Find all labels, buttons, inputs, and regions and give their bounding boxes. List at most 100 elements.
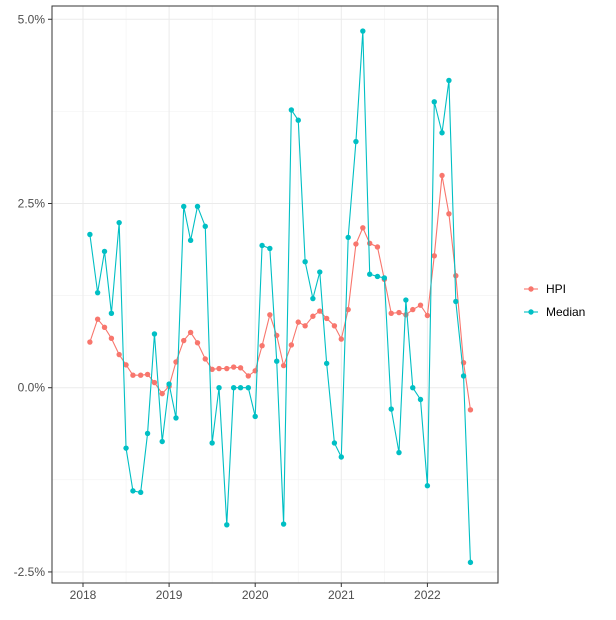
data-point-median xyxy=(151,331,158,337)
data-point-median xyxy=(252,413,258,420)
data-point-median xyxy=(460,373,467,379)
data-point-median xyxy=(181,203,187,210)
data-point-median xyxy=(446,77,452,84)
legend-item-median: Median xyxy=(524,305,585,319)
y-tick-label: 0.0% xyxy=(18,381,46,395)
panel-border xyxy=(51,5,499,584)
data-point-median xyxy=(116,219,122,226)
x-tick-label: 2018 xyxy=(70,588,97,602)
data-point-hpi xyxy=(137,372,144,378)
data-point-hpi xyxy=(403,312,409,318)
data-point-median xyxy=(237,385,244,391)
data-point-hpi xyxy=(410,306,416,313)
data-point-median xyxy=(137,489,144,496)
series-median xyxy=(87,28,474,566)
data-point-hpi xyxy=(87,339,93,345)
data-point-hpi xyxy=(310,313,316,319)
data-point-median xyxy=(194,203,201,210)
legend-label: HPI xyxy=(546,282,566,296)
data-point-median xyxy=(202,223,208,230)
data-point-median xyxy=(144,430,151,437)
data-point-hpi xyxy=(230,364,237,370)
grid-lines xyxy=(52,6,498,583)
data-point-hpi xyxy=(367,240,373,246)
data-point-median xyxy=(367,271,373,277)
data-point-median xyxy=(166,381,172,387)
data-point-median xyxy=(317,269,323,275)
data-point-median xyxy=(424,483,431,489)
data-point-median xyxy=(159,438,165,445)
data-point-hpi xyxy=(237,365,244,371)
data-point-hpi xyxy=(280,362,287,369)
data-point-median xyxy=(338,454,344,460)
legend-label: Median xyxy=(546,305,585,319)
data-point-hpi xyxy=(259,343,265,349)
data-point-hpi xyxy=(216,365,222,372)
data-point-median xyxy=(353,138,359,145)
data-point-median xyxy=(396,449,402,456)
data-point-hpi xyxy=(360,225,366,231)
data-point-hpi xyxy=(202,356,208,362)
data-point-hpi xyxy=(431,253,437,259)
data-point-median xyxy=(302,259,308,265)
axes: 2018 2019 2020 2021 2022 -2.5% 0.0% 2.5% 5.0% xyxy=(14,12,441,602)
data-point-hpi xyxy=(338,336,344,342)
data-point-hpi xyxy=(331,323,338,329)
data-point-median xyxy=(280,521,287,527)
y-tick-label: -2.5% xyxy=(14,565,46,579)
data-point-median xyxy=(288,107,295,113)
data-point-median xyxy=(467,559,474,566)
data-point-median xyxy=(388,406,394,412)
data-point-median xyxy=(94,289,101,296)
data-point-hpi xyxy=(245,373,252,379)
data-point-median xyxy=(360,28,366,34)
data-point-median xyxy=(431,99,437,105)
data-point-hpi xyxy=(173,359,179,365)
data-point-median xyxy=(101,248,108,255)
x-tick-label: 2022 xyxy=(414,588,441,602)
data-point-median xyxy=(267,245,273,252)
data-point-median xyxy=(245,385,252,391)
data-point-hpi xyxy=(151,379,158,386)
data-point-median xyxy=(410,385,416,391)
data-point-hpi xyxy=(94,316,101,322)
data-point-hpi xyxy=(424,312,431,319)
data-point-hpi xyxy=(345,306,351,313)
data-point-median xyxy=(130,488,136,494)
data-point-median xyxy=(123,445,129,451)
data-point-median xyxy=(310,295,316,302)
data-point-median xyxy=(87,231,93,238)
data-point-hpi xyxy=(317,308,323,314)
data-point-hpi xyxy=(267,312,273,318)
data-point-median xyxy=(173,415,179,421)
data-point-median xyxy=(439,130,445,136)
data-point-median xyxy=(381,275,388,281)
data-point-median xyxy=(187,237,194,244)
data-point-hpi xyxy=(353,241,359,247)
data-point-median xyxy=(403,297,409,303)
data-point-hpi xyxy=(101,324,108,330)
data-point-hpi xyxy=(417,302,424,308)
x-tick-label: 2019 xyxy=(156,588,183,602)
x-tick-label: 2020 xyxy=(242,588,269,602)
data-point-hpi xyxy=(224,365,230,372)
series-group xyxy=(87,28,474,566)
data-point-median xyxy=(108,310,115,316)
data-point-median xyxy=(374,273,381,280)
data-point-hpi xyxy=(388,310,394,316)
data-point-median xyxy=(259,242,265,249)
data-point-hpi xyxy=(288,342,295,348)
data-point-hpi xyxy=(396,309,402,316)
data-point-median xyxy=(345,234,351,241)
legend-key-point xyxy=(528,286,534,292)
data-point-median xyxy=(230,385,237,391)
data-point-hpi xyxy=(467,407,474,413)
data-point-median xyxy=(323,360,330,367)
data-point-hpi xyxy=(187,329,194,336)
y-tick-label: 5.0% xyxy=(18,12,46,26)
data-point-hpi xyxy=(144,371,151,378)
data-point-hpi xyxy=(130,372,136,378)
data-point-median xyxy=(295,117,301,123)
